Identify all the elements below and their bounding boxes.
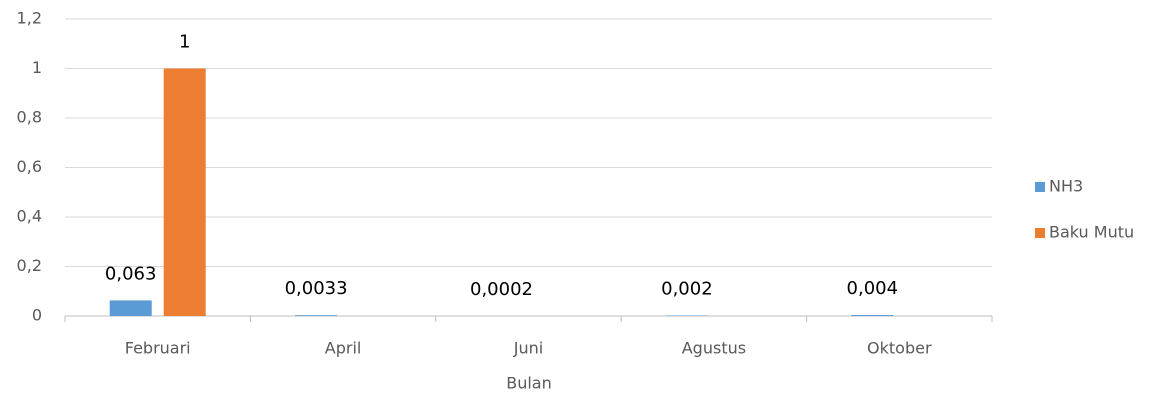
bar — [295, 315, 338, 316]
y-tick-label: 0,8 — [17, 108, 42, 127]
y-tick-label: 0,6 — [17, 157, 42, 176]
legend-label: NH3 — [1049, 177, 1083, 196]
data-label: 0,002 — [661, 279, 713, 300]
x-tick-label: April — [325, 339, 362, 358]
x-tick-label: Oktober — [867, 339, 932, 358]
x-tick-label: Februari — [125, 339, 191, 358]
x-tick-label: Agustus — [682, 339, 746, 358]
y-tick-label: 0,2 — [17, 256, 42, 275]
x-axis-label: Bulan — [506, 374, 552, 393]
y-tick-label: 1 — [32, 58, 42, 77]
bar — [163, 68, 206, 316]
y-tick-label: 0,4 — [17, 207, 42, 226]
x-tick-label: Juni — [513, 339, 543, 358]
bar — [109, 300, 152, 316]
y-tick-label: 0 — [32, 306, 42, 325]
data-label: 1 — [179, 32, 190, 53]
legend-swatch — [1035, 182, 1045, 192]
y-tick-label: 1,2 — [17, 9, 42, 28]
bar — [851, 315, 894, 316]
data-label: 0,0002 — [470, 279, 533, 300]
data-label: 0,0033 — [285, 278, 348, 299]
legend-label: Baku Mutu — [1049, 223, 1134, 242]
legend-swatch — [1035, 228, 1045, 238]
data-label: 0,063 — [105, 263, 157, 284]
data-label: 0,004 — [847, 278, 899, 299]
